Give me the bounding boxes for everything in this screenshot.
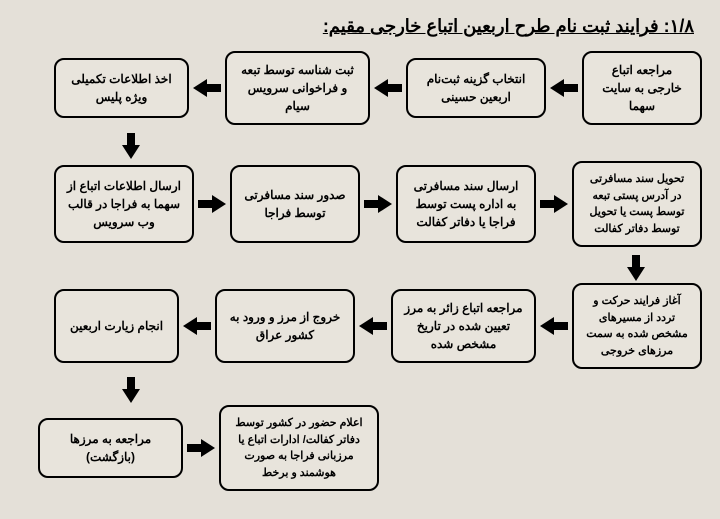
node-13: مراجعه به مرزها (بازگشت) [38,418,183,478]
node-5: ارسال اطلاعات اتباع از سهما به فراجا در … [54,165,194,243]
node-8: تحویل سند مسافرتی در آدرس پستی تبعه توسط… [572,161,702,247]
node-7: ارسال سند مسافرتی به اداره پست توسط فراج… [396,165,536,243]
node-14: اعلام حضور در کشور توسط دفاتر کفالت/ ادا… [219,405,379,491]
arrow-left-icon [193,77,221,99]
node-2: انتخاب گزینه ثبت‌نام اربعین حسینی [406,58,546,118]
arrow-left-icon [550,77,578,99]
node-12: انجام زیارت اربعین [54,289,179,363]
down-connector-2 [18,253,702,283]
node-11: خروج از مرز و ورود به کشور عراق [215,289,355,363]
arrow-left-icon [183,315,211,337]
arrow-down-icon [120,133,142,159]
node-1: مراجعه اتباع خارجی به سایت سهما [582,51,702,125]
arrow-left-icon [374,77,402,99]
arrow-right-icon [364,193,392,215]
arrow-down-icon [625,255,647,281]
arrow-right-icon [187,437,215,459]
down-connector-3 [18,375,702,405]
flowchart-page: ۱/۸: فرایند ثبت نام طرح اربعین اتباع خار… [0,0,720,519]
node-9: آغاز فرایند حرکت و تردد از مسیرهای مشخص … [572,283,702,369]
page-title: ۱/۸: فرایند ثبت نام طرح اربعین اتباع خار… [18,16,694,37]
row-2: تحویل سند مسافرتی در آدرس پستی تبعه توسط… [18,161,702,247]
row-1: مراجعه اتباع خارجی به سایت سهما انتخاب گ… [18,51,702,125]
node-6: صدور سند مسافرتی توسط فراجا [230,165,360,243]
arrow-left-icon [540,315,568,337]
row-4: اعلام حضور در کشور توسط دفاتر کفالت/ ادا… [18,405,702,491]
node-3: ثبت شناسه توسط تبعه و فراخوانی سرویس سیا… [225,51,370,125]
arrow-right-icon [540,193,568,215]
row-3: آغاز فرایند حرکت و تردد از مسیرهای مشخص … [18,283,702,369]
arrow-down-icon [120,377,142,403]
arrow-left-icon [359,315,387,337]
node-10: مراجعه اتباع زائر به مرز تعیین شده در تا… [391,289,536,363]
node-4: اخذ اطلاعات تکمیلی ویژه پلیس [54,58,189,118]
arrow-right-icon [198,193,226,215]
down-connector-1 [18,131,702,161]
